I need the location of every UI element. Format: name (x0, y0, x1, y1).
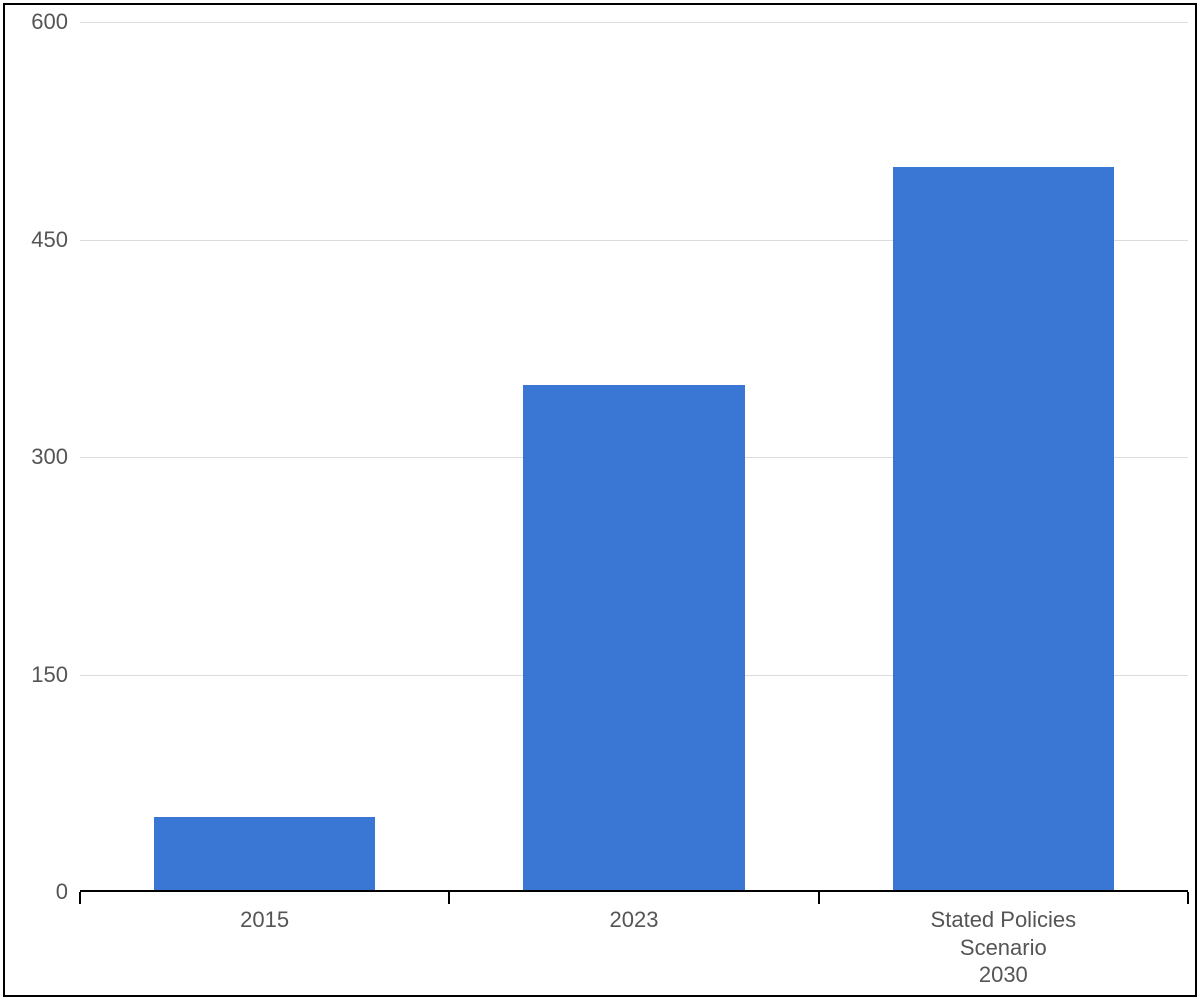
bar (523, 385, 745, 893)
x-tick (448, 892, 450, 904)
y-tick-label: 150 (31, 662, 80, 688)
y-tick-label: 600 (31, 9, 80, 35)
x-tick (818, 892, 820, 904)
y-tick-label: 450 (31, 227, 80, 253)
x-tick-label: Stated Policies Scenario 2030 (911, 892, 1096, 989)
x-tick-label: 2015 (240, 892, 289, 934)
chart-container: 2015 2023 Stated Policies Scenario 2030 0 1… (0, 0, 1200, 1000)
bar (893, 167, 1115, 892)
gridline (80, 22, 1188, 23)
plot-area: 20152023Stated Policies Scenario 2030 01… (80, 22, 1188, 892)
y-tick-label: 0 (56, 879, 80, 905)
bar (154, 817, 376, 892)
x-tick (1187, 892, 1189, 904)
y-tick-label: 300 (31, 444, 80, 470)
x-tick-label: 2023 (610, 892, 659, 934)
